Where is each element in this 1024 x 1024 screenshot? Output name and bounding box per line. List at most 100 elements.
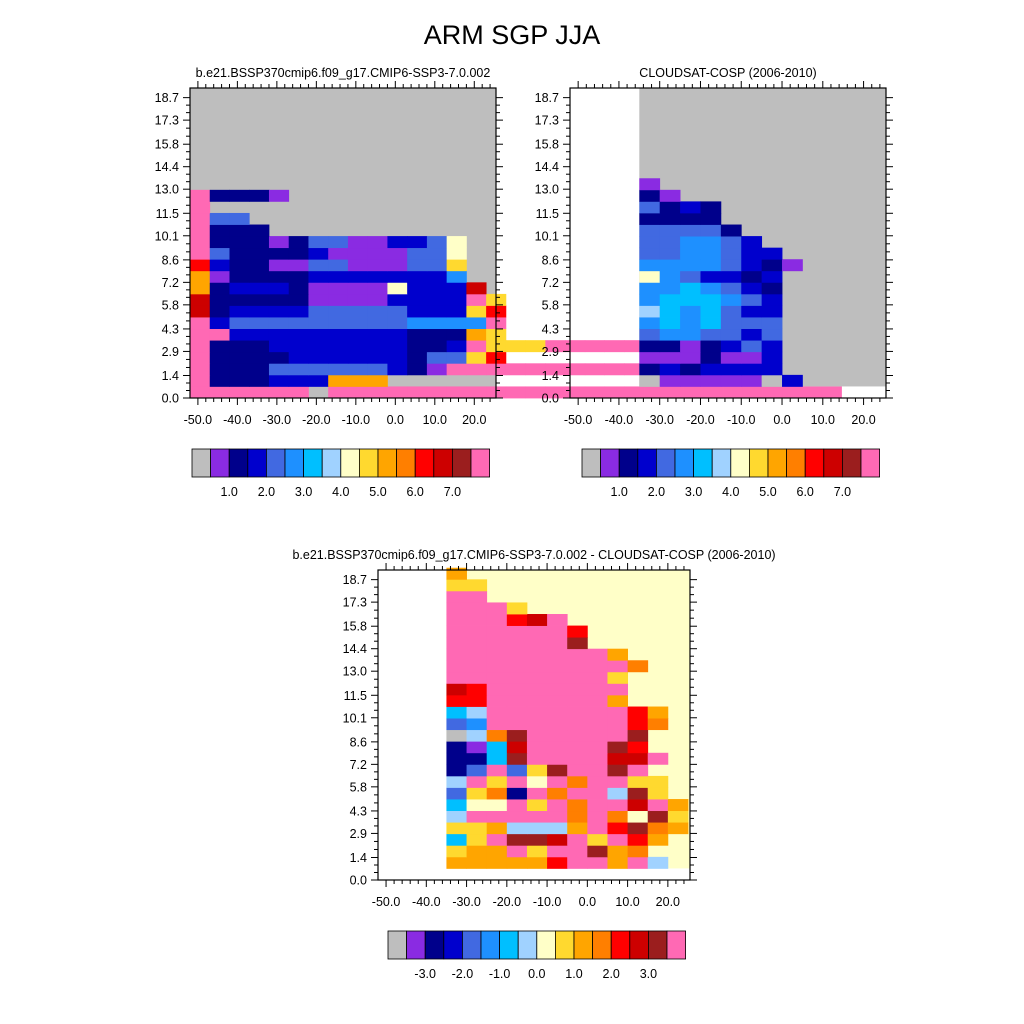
heatmap-cell [466, 752, 488, 765]
diff-cells [446, 567, 689, 869]
heatmap-cell [486, 683, 508, 696]
heatmap-cell [466, 579, 488, 592]
x-tick-label: -30.0 [452, 895, 481, 909]
y-tick-label: 10.1 [535, 229, 559, 243]
heatmap-cell [347, 236, 369, 249]
heatmap-cell [639, 374, 661, 387]
heatmap-cell [782, 259, 803, 272]
heatmap-cell [720, 247, 742, 260]
heatmap-cell [587, 856, 608, 869]
heatmap-cell [584, 340, 605, 353]
heatmap-cell [506, 833, 528, 846]
heatmap-cell [659, 363, 681, 376]
colorbar-swatch [823, 448, 843, 478]
heatmap-cell [567, 741, 588, 754]
heatmap-cell [720, 259, 742, 272]
heatmap-cell [407, 340, 428, 353]
heatmap-cell [446, 764, 467, 777]
heatmap-cell [486, 625, 508, 638]
heatmap-cell [328, 305, 349, 318]
heatmap-cell [700, 224, 722, 237]
colorbar-label: 2.0 [258, 485, 275, 499]
heatmap-cell [387, 328, 408, 341]
colorbar-swatch [730, 448, 750, 478]
heatmap-cell [604, 386, 625, 399]
y-tick-label: 8.6 [350, 735, 367, 749]
heatmap-cell [209, 386, 230, 399]
heatmap-cell [639, 236, 661, 249]
heatmap-cell [209, 224, 230, 237]
heatmap-cell [526, 787, 548, 800]
heatmap-cell [486, 787, 508, 800]
heatmap-cell [607, 706, 628, 719]
heatmap-cell [639, 351, 661, 364]
heatmap-cell [680, 351, 701, 364]
heatmap-cell [446, 614, 467, 626]
colorbar-swatch [555, 930, 575, 960]
y-tick-label: 11.5 [536, 207, 559, 221]
heatmap-cell [547, 764, 568, 777]
heatmap-cell [741, 351, 763, 364]
heatmap-cell [547, 729, 568, 742]
heatmap-cell [249, 305, 270, 318]
x-tick-label: -20.0 [493, 895, 522, 909]
colorbar-swatch [610, 930, 631, 960]
heatmap-cell [229, 305, 250, 318]
heatmap-cell [659, 189, 681, 202]
heatmap-cell [639, 224, 661, 237]
y-tick-label: 10.1 [155, 229, 179, 243]
heatmap-cell [680, 363, 701, 376]
heatmap-cell [547, 787, 568, 800]
heatmap-cell [761, 328, 783, 341]
heatmap-cell [700, 363, 722, 376]
colorbar-swatch [387, 930, 408, 960]
y-tick-label: 17.3 [155, 114, 179, 128]
y-tick-label: 18.7 [535, 91, 559, 105]
heatmap-cell [190, 224, 211, 237]
heatmap-cell [639, 201, 661, 214]
diff-plot-frame [377, 569, 691, 881]
heatmap-cell [486, 799, 508, 812]
page-title: ARM SGP JJA [423, 20, 601, 50]
y-tick-label: 7.2 [350, 758, 367, 772]
heatmap-cell [506, 625, 528, 638]
heatmap-cell [683, 386, 704, 399]
heatmap-cell [506, 718, 528, 731]
y-tick-label: 14.4 [343, 642, 367, 656]
heatmap-cell [506, 660, 528, 673]
colorbar-swatch [629, 930, 649, 960]
heatmap-cell [288, 293, 309, 306]
heatmap-cell [567, 787, 588, 800]
heatmap-cell [446, 856, 467, 869]
y-tick-label: 14.4 [535, 160, 559, 174]
heatmap-cell [506, 671, 528, 684]
heatmap-cell [526, 799, 548, 812]
heatmap-cell [700, 201, 722, 214]
heatmap-cell [249, 328, 270, 341]
heatmap-cell [387, 340, 408, 353]
heatmap-cell [700, 351, 722, 364]
heatmap-cell [700, 259, 722, 272]
heatmap-cell [547, 775, 568, 788]
colorbar-swatch [786, 448, 806, 478]
heatmap-cell [367, 259, 388, 272]
heatmap-cell [639, 189, 661, 202]
heatmap-cell [367, 328, 388, 341]
heatmap-cell [446, 270, 467, 283]
heatmap-cell [761, 305, 783, 318]
colorbar-label: 7.0 [444, 485, 461, 499]
heatmap-cell [607, 787, 628, 800]
heatmap-cell [567, 845, 588, 858]
heatmap-cell [308, 282, 329, 295]
heatmap-cell [288, 374, 309, 387]
heatmap-cell [607, 694, 628, 707]
colorbar-label: 6.0 [797, 485, 814, 499]
y-tick-label: 14.4 [155, 160, 179, 174]
heatmap-cell [741, 282, 763, 295]
colorbar-label: -3.0 [414, 967, 436, 981]
y-tick-label: 17.3 [343, 596, 367, 610]
heatmap-cell [328, 363, 349, 376]
heatmap-cell [367, 386, 388, 399]
heatmap-cell [627, 764, 649, 777]
heatmap-cell [639, 259, 661, 272]
